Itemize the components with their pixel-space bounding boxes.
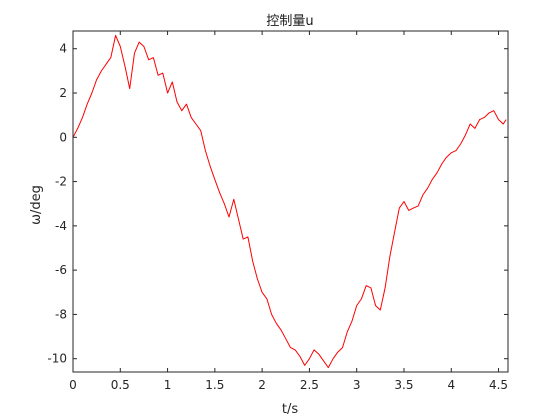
series-line — [72, 34, 507, 369]
axis-ticks: 0 0.5 1 1.5 2 2.5 3 3.5 4 4.5 4 2 0 -2 -4 -6 -8 -10 — [47, 31, 508, 392]
chart-title: 控制量u — [266, 14, 313, 29]
y-tick-label: 4 — [59, 42, 67, 56]
y-tick-label: -6 — [55, 263, 67, 277]
y-tick-label: -4 — [55, 219, 67, 233]
y-tick-label: 2 — [59, 86, 67, 100]
y-tick-label: 0 — [59, 130, 67, 144]
y-axis-label: ω/deg — [29, 185, 44, 225]
plot-area — [72, 34, 507, 369]
x-tick-label: 2 — [258, 378, 266, 392]
x-axis-label: t/s — [282, 402, 298, 417]
x-tick-label: 0 — [69, 378, 77, 392]
x-tick-label: 1.5 — [205, 378, 224, 392]
y-tick-label: -10 — [47, 352, 67, 366]
x-tick-label: 4 — [447, 378, 455, 392]
x-tick-label: 4.5 — [489, 378, 508, 392]
y-tick-label: -2 — [55, 175, 67, 189]
x-tick-label: 0.5 — [111, 378, 130, 392]
x-tick-label: 3 — [353, 378, 361, 392]
y-tick-label: -8 — [55, 307, 67, 321]
axes-box — [72, 30, 509, 373]
x-tick-label: 1 — [164, 378, 172, 392]
x-tick-label: 3.5 — [394, 378, 413, 392]
x-tick-label: 2.5 — [300, 378, 319, 392]
